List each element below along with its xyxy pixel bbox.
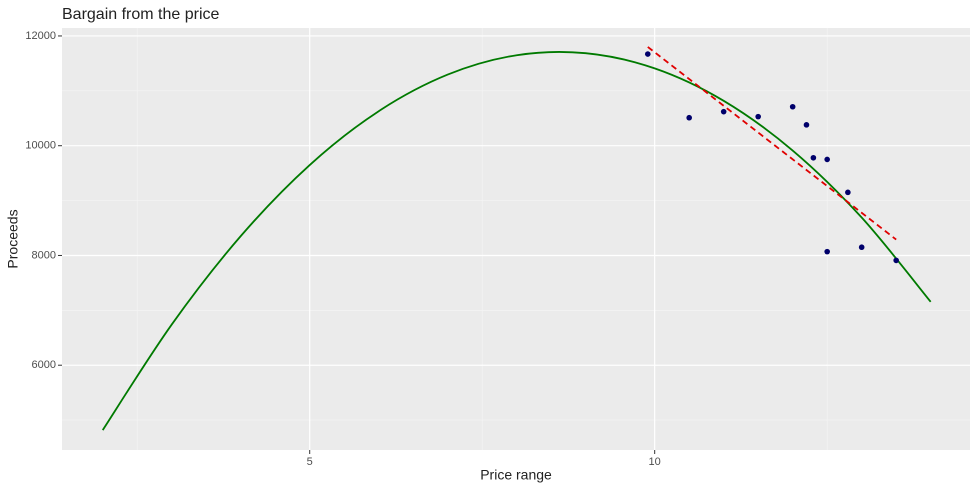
linear-fit — [647, 46, 897, 241]
x-tick-label: 10 — [649, 456, 661, 468]
point — [893, 257, 899, 264]
x-tick-label: 5 — [307, 456, 313, 468]
fit-curve — [101, 51, 932, 431]
chart-title: Bargain from the price — [62, 6, 220, 23]
y-tick-label: 8000 — [32, 249, 56, 261]
point — [824, 248, 830, 255]
y-axis-label: Proceeds — [5, 209, 21, 268]
x-axis-label: Price range — [480, 467, 552, 483]
y-tick-label: 10000 — [25, 140, 56, 152]
point — [755, 113, 761, 120]
point — [810, 154, 817, 161]
y-tick-label: 6000 — [32, 359, 56, 371]
point — [789, 103, 796, 110]
point — [858, 244, 865, 251]
point — [720, 108, 727, 115]
plot-panel — [62, 28, 970, 450]
point — [644, 51, 651, 57]
y-tick-label: 12000 — [25, 30, 56, 42]
point — [686, 114, 692, 121]
point — [824, 156, 830, 163]
point — [845, 189, 851, 196]
point — [803, 122, 810, 128]
